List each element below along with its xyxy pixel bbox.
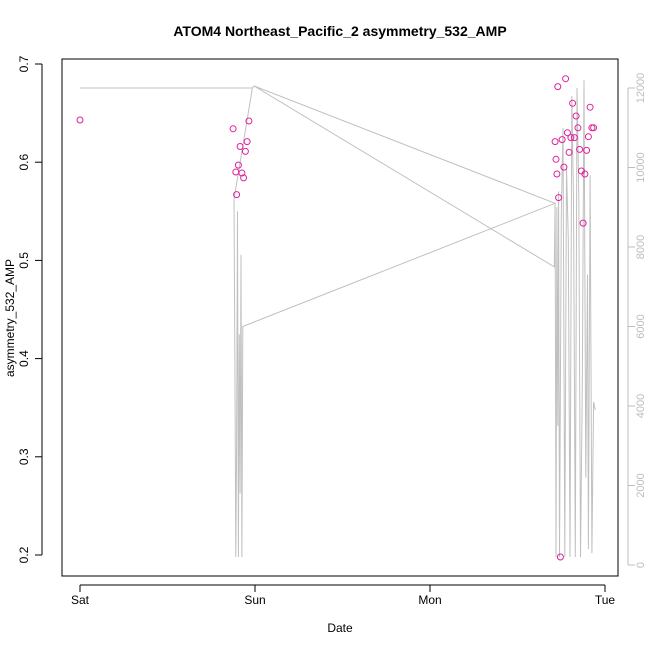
data-point — [553, 170, 561, 178]
plot-frame — [61, 58, 619, 577]
data-point — [245, 117, 253, 125]
data-point — [241, 147, 249, 155]
data-point — [584, 133, 592, 141]
x-axis-label: Date — [327, 621, 353, 635]
data-point — [234, 161, 242, 169]
y-right-tick-label: 12000 — [635, 73, 647, 104]
data-point — [555, 194, 563, 202]
series-line — [80, 80, 596, 558]
x-tick-label: Tue — [595, 593, 616, 607]
y-tick-label: 0.7 — [17, 55, 31, 72]
data-point — [574, 124, 582, 132]
y-tick-label: 0.5 — [17, 252, 31, 269]
data-point — [238, 169, 246, 177]
data-point — [590, 124, 598, 132]
data-point — [567, 134, 575, 142]
data-point — [240, 174, 248, 182]
data-point — [569, 99, 577, 107]
chart-title: ATOM4 Northeast_Pacific_2 asymmetry_532_… — [173, 23, 506, 39]
x-axis: Sat Sun Mon Tue — [71, 584, 616, 607]
data-point — [229, 125, 237, 133]
data-point — [570, 134, 578, 142]
data-point — [579, 219, 587, 227]
y-axis-right: 0 2000 4000 6000 8000 10000 12000 — [627, 73, 647, 568]
y-right-tick-label: 6000 — [635, 314, 647, 338]
x-tick-label: Sun — [244, 593, 265, 607]
data-point — [586, 103, 594, 111]
data-point — [551, 138, 559, 146]
x-tick-label: Mon — [418, 593, 441, 607]
x-tick-label: Sat — [71, 593, 90, 607]
data-point — [558, 136, 566, 144]
data-point — [554, 83, 562, 91]
series-line-group — [80, 80, 596, 558]
y-axis-label: asymmetry_532_AMP — [3, 259, 17, 377]
data-point — [576, 145, 584, 153]
data-point — [572, 112, 580, 120]
data-point — [233, 191, 241, 199]
y-right-tick-label: 0 — [635, 562, 647, 568]
y-right-tick-label: 10000 — [635, 152, 647, 183]
data-point — [565, 148, 573, 156]
y-tick-label: 0.6 — [17, 154, 31, 171]
y-right-tick-label: 8000 — [635, 235, 647, 259]
data-point — [556, 553, 564, 561]
y-tick-label: 0.3 — [17, 448, 31, 465]
y-right-tick-label: 4000 — [635, 394, 647, 418]
series-points-group — [76, 75, 598, 561]
y-axis-left: 0.2 0.3 0.4 0.5 0.6 0.7 — [17, 55, 43, 563]
data-point — [560, 163, 568, 171]
data-point — [563, 129, 571, 137]
data-point — [236, 143, 244, 150]
y-tick-label: 0.4 — [17, 350, 31, 367]
y-right-tick-label: 2000 — [635, 473, 647, 497]
data-point — [552, 155, 560, 163]
data-point — [581, 170, 589, 178]
data-point — [583, 146, 591, 154]
data-point — [232, 168, 240, 176]
data-point — [76, 116, 84, 124]
data-point — [243, 138, 251, 146]
data-point — [562, 75, 570, 83]
y-tick-label: 0.2 — [17, 546, 31, 563]
